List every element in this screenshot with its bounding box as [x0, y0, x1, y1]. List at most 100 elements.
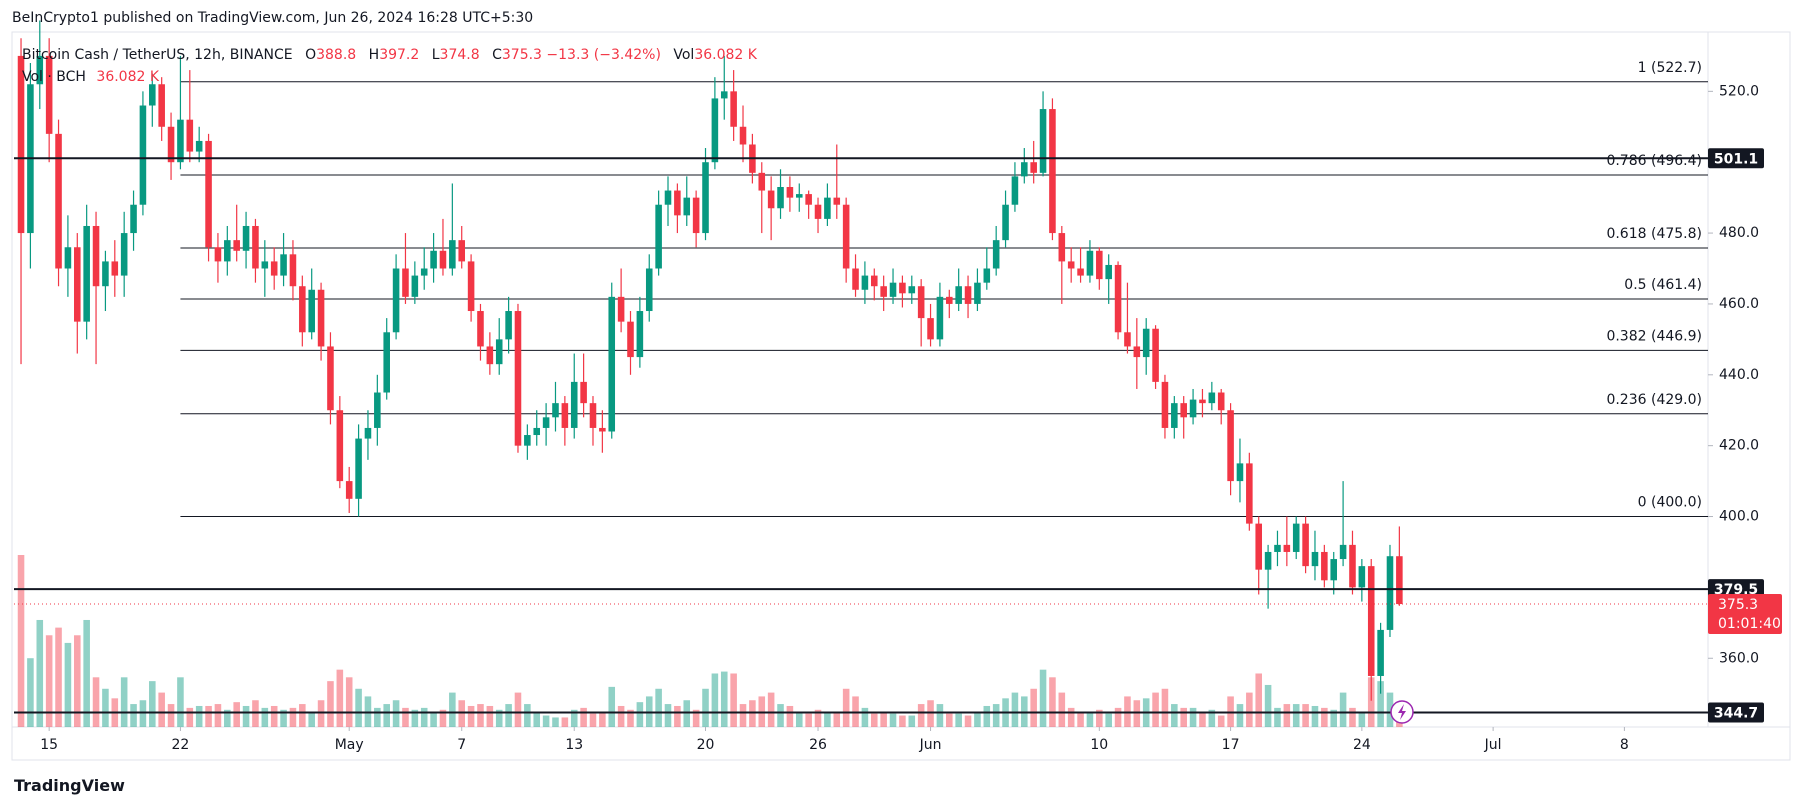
candle-body	[692, 197, 700, 234]
candle-body	[683, 197, 691, 216]
volume-bar	[1208, 709, 1216, 727]
x-tick-label: 10	[1090, 737, 1108, 753]
volume-bar	[936, 704, 944, 727]
fib-label: 0 (400.0)	[1638, 495, 1702, 511]
candle-body	[524, 435, 531, 446]
countdown: 01:01:40	[1718, 616, 1781, 632]
volume-bar	[702, 688, 709, 727]
volume-bar	[1217, 715, 1225, 727]
volume-bar	[420, 707, 428, 727]
candle-body	[74, 247, 81, 322]
volume-bar	[402, 707, 409, 727]
volume-bar	[383, 704, 390, 727]
volume-bar	[1133, 700, 1141, 727]
fib-label: 0.786 (496.4)	[1606, 153, 1702, 169]
volume-bar	[242, 705, 250, 727]
last-price-label: 375.3	[1718, 597, 1758, 613]
ohlc-label: O	[305, 47, 317, 63]
candle-body	[795, 194, 803, 198]
volume-bar	[833, 711, 841, 727]
volume-bar	[786, 705, 794, 727]
volume-bar	[1330, 709, 1338, 727]
candle-body	[608, 296, 616, 432]
volume-bar	[674, 705, 681, 727]
volume-bar	[749, 700, 756, 727]
candle-body	[214, 247, 222, 262]
volume-bar	[486, 705, 494, 727]
volume-bar	[636, 702, 644, 727]
candle-body	[1292, 523, 1300, 552]
volume-bar	[589, 713, 597, 727]
volume-bar	[711, 673, 719, 727]
candle-body	[167, 126, 175, 163]
volume-bar	[655, 688, 662, 727]
legend: Bitcoin Cash / TetherUS, 12h, BINANCE O3…	[22, 44, 757, 88]
volume-bar	[355, 688, 362, 727]
x-tick-label: 26	[809, 737, 827, 753]
volume-bar	[730, 673, 737, 727]
volume-bar	[1349, 707, 1356, 727]
volume-bar	[992, 704, 1000, 727]
level-tag	[1708, 702, 1764, 723]
volume-bar	[374, 707, 381, 727]
fib-label: 0.382 (446.9)	[1606, 328, 1702, 344]
candle-body	[833, 197, 841, 205]
volume-bar	[345, 677, 353, 727]
candle-body	[880, 286, 887, 297]
volume-bar	[186, 707, 194, 727]
candle-body	[364, 427, 372, 439]
fib-label: 0.5 (461.4)	[1624, 277, 1702, 293]
candle-body	[130, 204, 137, 234]
candle-body	[55, 133, 62, 269]
candles	[17, 20, 1403, 701]
candle-body	[477, 311, 484, 347]
candle-body	[449, 240, 456, 269]
volume-bar	[1236, 704, 1244, 727]
candle-body	[317, 289, 325, 347]
candle-body	[852, 268, 859, 290]
candle-body	[242, 225, 250, 251]
candle-body	[861, 275, 869, 290]
candle-body	[205, 140, 212, 248]
volume-bar	[1189, 707, 1197, 727]
volume-bar	[233, 702, 240, 727]
candle-body	[83, 225, 90, 322]
fib-label: 1 (522.7)	[1638, 60, 1702, 76]
candle-body	[1255, 523, 1262, 570]
volume-bar	[1358, 711, 1366, 727]
volume-bar	[1274, 707, 1281, 727]
ohlc-label: H	[368, 47, 380, 63]
volume-bar	[608, 686, 616, 727]
volume-bar	[430, 711, 437, 727]
y-tick-label: 360.0	[1719, 650, 1759, 666]
candle-body	[1039, 109, 1047, 173]
candle-body	[149, 84, 156, 106]
candle-body	[1180, 403, 1187, 418]
candle-body	[570, 381, 578, 428]
candle-body	[1349, 544, 1356, 588]
candle-body	[1189, 399, 1197, 418]
volume-bar	[299, 704, 306, 727]
candle-body	[289, 254, 297, 287]
legend-line: Bitcoin Cash / TetherUS, 12h, BINANCE O3…	[22, 44, 757, 66]
candle-body	[1386, 556, 1394, 630]
volume-bar	[533, 711, 541, 727]
candle-body	[1142, 328, 1150, 358]
volume-bar	[252, 700, 259, 727]
candle-body	[195, 140, 203, 152]
volume-bar	[270, 705, 278, 727]
candle-body	[1339, 544, 1347, 560]
candle-body	[580, 381, 587, 404]
candle-body	[411, 275, 419, 297]
volume-bar	[599, 711, 606, 727]
volume-bar	[767, 692, 775, 727]
volume-bar	[683, 700, 691, 727]
candle-body	[1105, 264, 1112, 280]
candle-body	[1171, 403, 1178, 428]
candle-body	[186, 119, 194, 152]
candle-body	[64, 247, 72, 269]
candle-body	[589, 403, 597, 428]
candle-body	[552, 403, 559, 418]
candle-body	[1377, 629, 1384, 676]
volume-bar	[1386, 692, 1394, 727]
